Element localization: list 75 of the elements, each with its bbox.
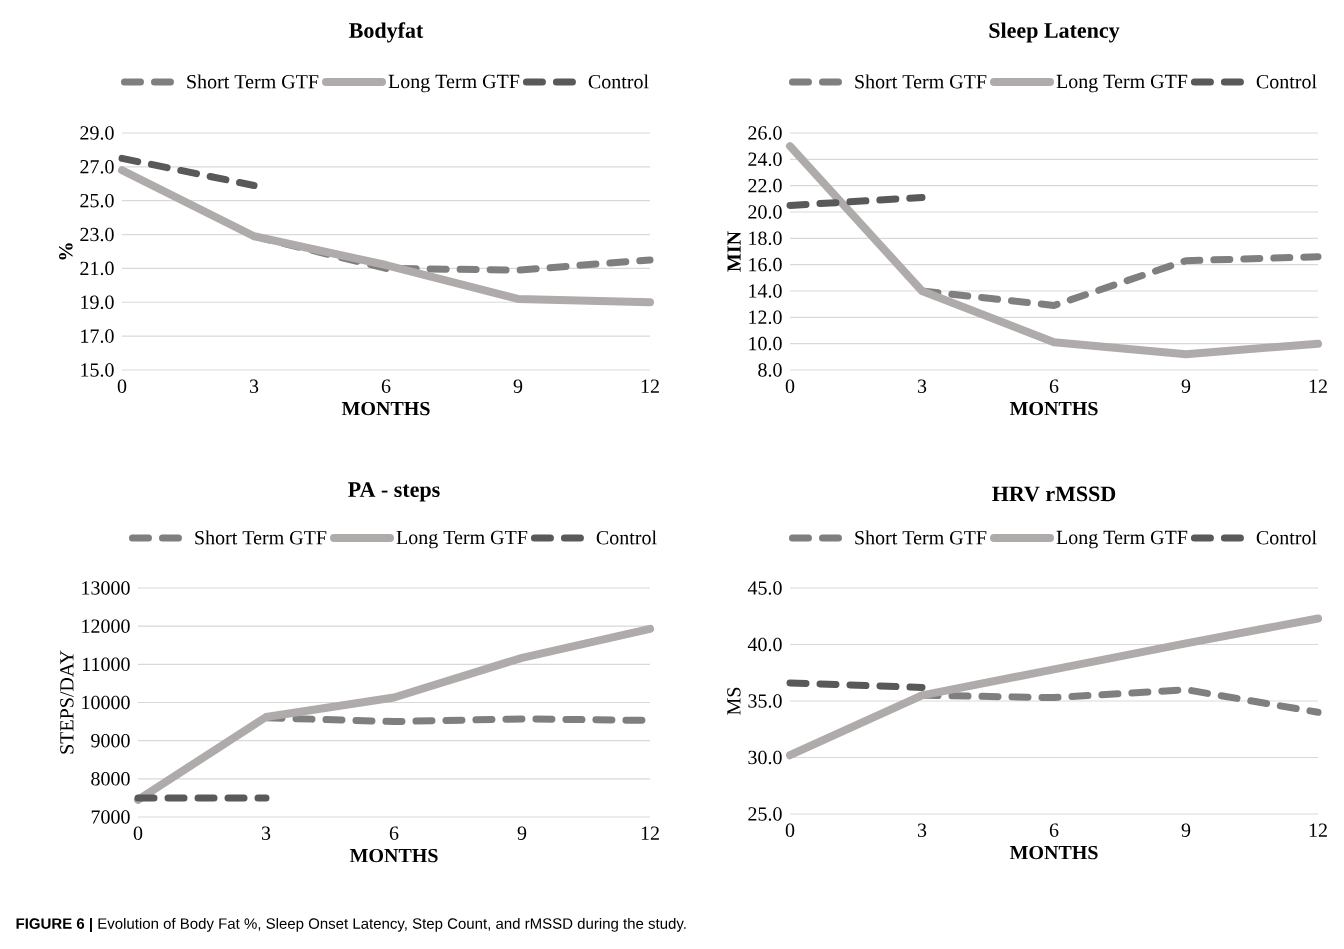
- y-tick-label: 27.0: [80, 160, 114, 174]
- x-tick-label: 0: [133, 826, 143, 841]
- y-axis-title: STEPS/DAY: [60, 650, 74, 754]
- y-tick-label: 8.0: [758, 363, 782, 377]
- legend-label: Long Term GTF: [1056, 530, 1188, 549]
- x-tick-label: 6: [1049, 379, 1059, 393]
- y-tick-label: 21.0: [80, 261, 114, 276]
- legend-label: Short Term GTF: [195, 530, 327, 545]
- x-tick-label: 9: [1181, 379, 1191, 393]
- y-tick-label: 9000: [91, 733, 130, 748]
- x-tick-label: 3: [249, 379, 259, 393]
- y-tick-label: 20.0: [748, 205, 782, 219]
- x-tick-label: 9: [517, 826, 527, 840]
- x-tick-label: 12: [1309, 823, 1327, 837]
- y-tick-label: 35.0: [748, 694, 782, 708]
- y-tick-label: 24.0: [748, 152, 782, 167]
- legend-label: Long Term GTF: [396, 530, 528, 549]
- x-axis-title: MONTHS: [341, 401, 430, 416]
- y-tick-label: 13000: [82, 581, 130, 595]
- y-tick-label: 8000: [91, 772, 130, 786]
- x-axis-title: MONTHS: [1009, 401, 1098, 416]
- legend-label: Short Term GTF: [855, 74, 987, 89]
- y-tick-label: 10.0: [749, 336, 782, 351]
- legend-label: Control: [1256, 74, 1317, 89]
- y-tick-label: 17.0: [81, 329, 114, 343]
- x-tick-label: 6: [381, 379, 391, 393]
- x-tick-label: 12: [641, 379, 659, 393]
- x-tick-label: 3: [917, 823, 927, 837]
- x-tick-label: 0: [785, 379, 795, 394]
- y-tick-label: 12.0: [749, 310, 782, 325]
- chart-title: PA - steps: [348, 482, 440, 502]
- x-tick-label: 12: [1309, 379, 1327, 393]
- x-tick-label: 12: [641, 826, 659, 840]
- y-tick-label: 19.0: [81, 295, 114, 310]
- y-tick-label: 22.0: [748, 178, 782, 193]
- y-tick-label: 26.0: [748, 126, 782, 140]
- y-tick-label: 23.0: [80, 227, 114, 242]
- chart-title: Sleep Latency: [989, 22, 1120, 43]
- legend-label: Control: [588, 74, 649, 89]
- y-tick-label: 11000: [82, 657, 130, 672]
- legend-label: Long Term GTF: [1056, 74, 1188, 93]
- chart-title: HRV rMSSD: [992, 486, 1116, 502]
- x-tick-label: 6: [1049, 823, 1059, 837]
- y-tick-label: 45.0: [747, 581, 782, 595]
- legend-label: Short Term GTF: [855, 530, 987, 545]
- y-tick-label: 7000: [91, 810, 130, 824]
- y-tick-label: 15.0: [81, 363, 114, 377]
- legend-label: Control: [596, 530, 657, 545]
- x-axis-title: MONTHS: [349, 848, 438, 863]
- y-tick-label: 29.0: [80, 126, 114, 140]
- chart-title: Bodyfat: [349, 22, 424, 43]
- legend-label: Control: [1256, 530, 1317, 545]
- x-tick-label: 3: [917, 379, 927, 393]
- y-tick-label: 16.0: [749, 257, 782, 272]
- y-tick-label: 40.0: [747, 637, 782, 652]
- y-tick-label: 25.0: [80, 193, 114, 208]
- x-axis-title: MONTHS: [1009, 845, 1098, 860]
- x-tick-label: 9: [513, 379, 523, 393]
- y-tick-label: 12000: [82, 619, 130, 633]
- y-axis-title: MIN: [727, 231, 741, 272]
- x-tick-label: 0: [117, 379, 127, 394]
- y-tick-label: 14.0: [749, 284, 782, 298]
- x-tick-label: 3: [261, 826, 271, 840]
- x-tick-label: 0: [785, 823, 795, 838]
- y-tick-label: 25.0: [748, 807, 782, 821]
- y-tick-label: 30.0: [748, 750, 782, 765]
- legend-label: Long Term GTF: [388, 74, 520, 93]
- x-tick-label: 6: [389, 826, 399, 840]
- y-axis-title: %: [59, 243, 73, 260]
- legend-label: Short Term GTF: [187, 74, 319, 89]
- y-axis-title: MS: [727, 687, 741, 715]
- x-tick-label: 9: [1181, 823, 1191, 837]
- y-tick-label: 18.0: [749, 231, 782, 246]
- text: FIGURE 6 | Evolution of Body Fat %, Sleep Onset Latency, Step Count, and rMSSD during the study.: [16, 917, 686, 933]
- y-tick-label: 10000: [82, 695, 130, 710]
